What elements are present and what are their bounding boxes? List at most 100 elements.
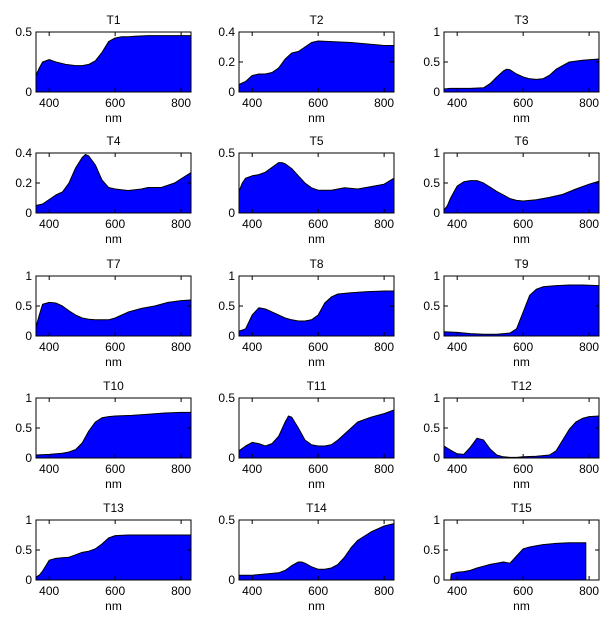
spectrum-area — [443, 415, 600, 459]
x-tick-label: 600 — [308, 96, 328, 110]
subplot-t1: T1 400 600 800 0 0.5 nm — [15, 13, 192, 125]
spectrum-area — [238, 523, 395, 581]
subplot-t5: T5 400 600 800 0 0.5 nm — [218, 134, 395, 246]
spectrum-area — [238, 290, 395, 337]
y-tick-label: 0.5 — [218, 299, 235, 313]
y-tick-label: 0.4 — [15, 146, 32, 160]
subplot-t3: T3 400 600 800 0 0.5 1 nm — [423, 13, 600, 125]
spectrum-area — [35, 154, 192, 214]
y-tick-label: 0 — [433, 451, 440, 465]
y-tick-label: 0.5 — [218, 146, 235, 160]
y-tick-label: 1 — [25, 513, 32, 527]
x-axis-label: nm — [513, 111, 530, 125]
y-tick-label: 0.5 — [15, 421, 32, 435]
y-tick-label: 0 — [228, 206, 235, 220]
subplot-title: T14 — [306, 501, 327, 515]
x-tick-label: 400 — [242, 584, 262, 598]
subplot-t2: T2 400 600 800 0 0.2 0.4 nm — [218, 13, 395, 125]
subplot-t8: T8 400 600 800 0 0.5 1 nm — [218, 257, 395, 369]
x-axis-label: nm — [308, 477, 325, 491]
subplot-title: T4 — [106, 134, 120, 148]
subplot-title: T2 — [309, 13, 323, 27]
x-tick-label: 600 — [308, 584, 328, 598]
y-tick-label: 0.4 — [218, 25, 235, 39]
spectrum-area — [443, 58, 600, 93]
x-axis-label: nm — [513, 232, 530, 246]
x-axis-label: nm — [105, 111, 122, 125]
subplot-t12: T12 400 600 800 0 0.5 1 nm — [423, 379, 600, 491]
spectrum-area — [443, 180, 600, 214]
y-tick-label: 0.5 — [15, 299, 32, 313]
axes-box — [238, 397, 395, 459]
y-tick-label: 0 — [228, 85, 235, 99]
spectrum-area — [450, 542, 587, 581]
x-tick-label: 600 — [513, 340, 533, 354]
y-tick-label: 0.5 — [423, 421, 440, 435]
subplot-t14: T14 400 600 800 0 0.5 nm — [218, 501, 395, 613]
subplot-title: T1 — [106, 13, 120, 27]
y-tick-label: 1 — [433, 513, 440, 527]
y-tick-label: 0 — [228, 451, 235, 465]
x-tick-label: 600 — [308, 340, 328, 354]
y-tick-label: 0.5 — [423, 543, 440, 557]
y-tick-label: 1 — [25, 391, 32, 405]
spectrum-area — [238, 162, 395, 214]
y-tick-label: 0.5 — [218, 391, 235, 405]
x-tick-label: 600 — [513, 462, 533, 476]
x-tick-label: 800 — [579, 340, 599, 354]
x-tick-label: 800 — [374, 217, 394, 231]
x-tick-label: 800 — [579, 462, 599, 476]
x-tick-label: 800 — [579, 584, 599, 598]
y-tick-label: 1 — [433, 146, 440, 160]
x-axis-label: nm — [513, 599, 530, 613]
subplot-t15: T15 400 600 800 0 0.5 1 nm — [423, 501, 600, 613]
y-tick-label: 0 — [25, 573, 32, 587]
subplot-title: T9 — [514, 257, 528, 271]
subplot-title: T15 — [511, 501, 532, 515]
x-tick-label: 400 — [39, 217, 59, 231]
y-tick-label: 0.5 — [218, 513, 235, 527]
y-tick-label: 0.5 — [423, 55, 440, 69]
x-axis-label: nm — [513, 355, 530, 369]
spectrum-area — [443, 284, 600, 337]
x-tick-label: 400 — [447, 462, 467, 476]
subplot-title: T5 — [309, 134, 323, 148]
x-tick-label: 800 — [171, 217, 191, 231]
subplot-t10: T10 400 600 800 0 0.5 1 nm — [15, 379, 192, 491]
subplot-title: T8 — [309, 257, 323, 271]
x-tick-label: 800 — [171, 462, 191, 476]
subplot-t9: T9 400 600 800 0 0.5 1 nm — [423, 257, 600, 369]
x-axis-label: nm — [105, 599, 122, 613]
subplot-t7: T7 400 600 800 0 0.5 1 nm — [15, 257, 192, 369]
axes-box — [238, 519, 395, 581]
x-tick-label: 400 — [447, 340, 467, 354]
x-axis-label: nm — [308, 232, 325, 246]
x-tick-label: 400 — [242, 462, 262, 476]
x-tick-label: 400 — [242, 217, 262, 231]
x-axis-label: nm — [513, 477, 530, 491]
y-tick-label: 0 — [25, 85, 32, 99]
x-axis-label: nm — [308, 599, 325, 613]
x-tick-label: 600 — [105, 462, 125, 476]
x-tick-label: 400 — [447, 217, 467, 231]
subplot-title: T13 — [103, 501, 124, 515]
x-tick-label: 400 — [39, 340, 59, 354]
x-tick-label: 800 — [579, 96, 599, 110]
axes-box — [35, 31, 192, 93]
spectrum-area — [35, 411, 192, 459]
y-tick-label: 0 — [433, 573, 440, 587]
y-tick-label: 1 — [228, 269, 235, 283]
axes-box — [238, 152, 395, 214]
y-tick-label: 0.2 — [218, 55, 235, 69]
x-tick-label: 400 — [242, 96, 262, 110]
x-tick-label: 800 — [374, 462, 394, 476]
x-axis-label: nm — [308, 111, 325, 125]
x-tick-label: 600 — [513, 96, 533, 110]
subplot-title: T6 — [514, 134, 528, 148]
x-tick-label: 800 — [171, 584, 191, 598]
x-tick-label: 600 — [105, 340, 125, 354]
x-tick-label: 600 — [105, 217, 125, 231]
x-tick-label: 800 — [374, 96, 394, 110]
x-tick-label: 600 — [105, 584, 125, 598]
